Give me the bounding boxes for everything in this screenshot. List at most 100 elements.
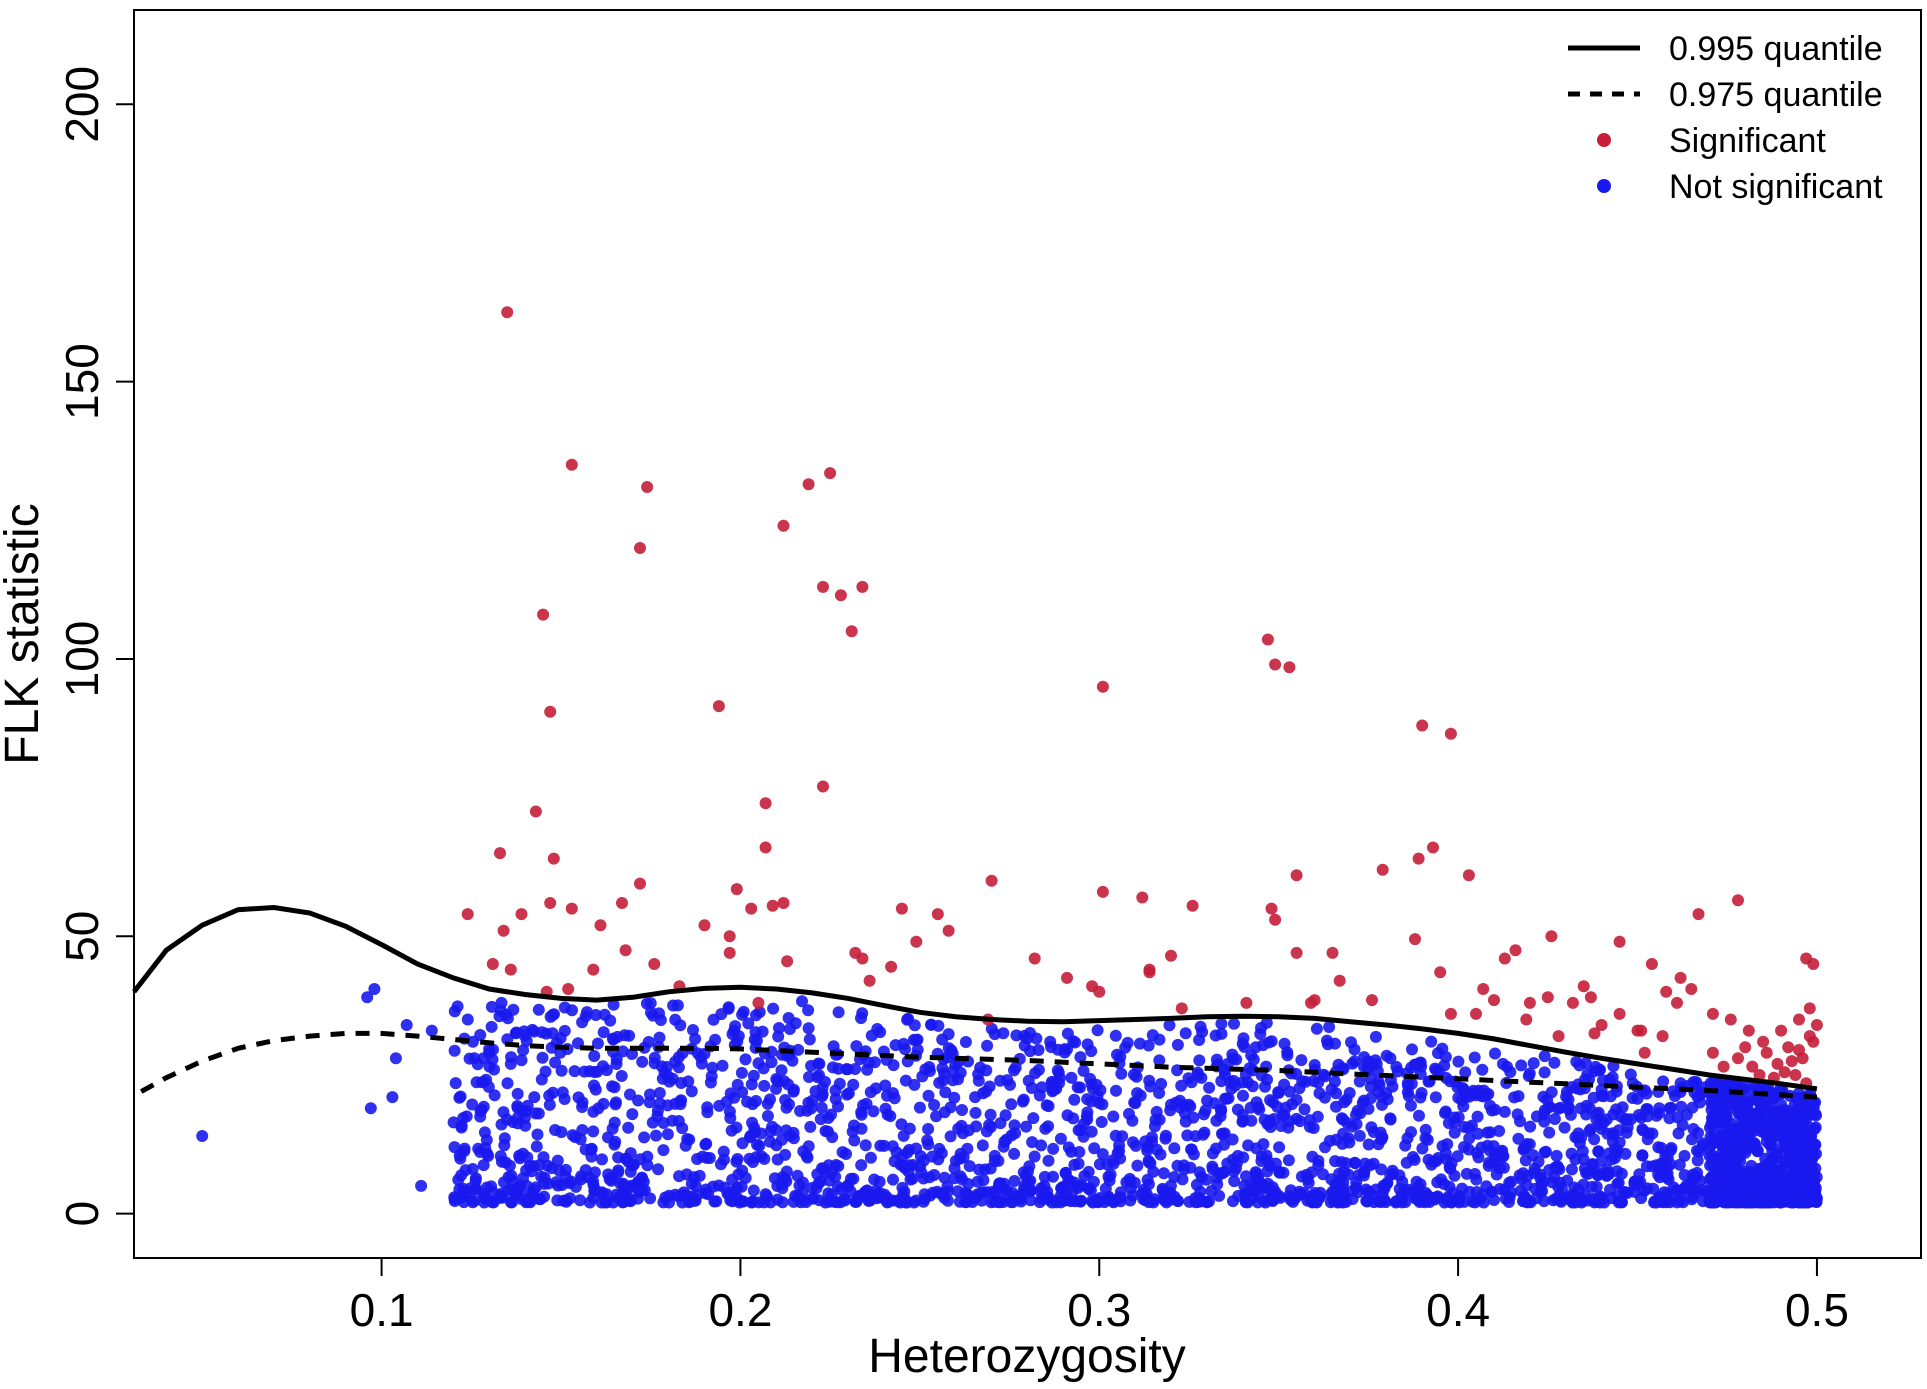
significant-point <box>537 608 550 621</box>
significant-point <box>863 974 876 987</box>
not-significant-point <box>1631 1092 1644 1105</box>
not-significant-point <box>1360 1195 1373 1207</box>
not-significant-point <box>797 1145 810 1158</box>
not-significant-point <box>874 1139 887 1152</box>
not-significant-point <box>969 1106 982 1119</box>
not-significant-point <box>981 1039 994 1052</box>
significant-point <box>1444 1007 1457 1020</box>
not-significant-point <box>672 1061 685 1074</box>
not-significant-point <box>1729 1182 1742 1195</box>
not-significant-point <box>1483 1144 1496 1157</box>
not-significant-point <box>1321 1034 1333 1047</box>
not-significant-point <box>787 1195 800 1208</box>
not-significant-point <box>1319 1070 1331 1083</box>
not-significant-point <box>1472 1127 1484 1140</box>
legend-point-swatch <box>1597 179 1611 193</box>
not-significant-point <box>1671 1196 1683 1209</box>
not-significant-point <box>1109 1029 1122 1042</box>
not-significant-point <box>1329 1178 1342 1191</box>
not-significant-point <box>607 1033 620 1046</box>
not-significant-point <box>1489 1047 1501 1060</box>
significant-point <box>1760 1046 1773 1059</box>
not-significant-point <box>588 1079 600 1092</box>
not-significant-point <box>1548 1056 1561 1069</box>
significant-point <box>1096 885 1109 898</box>
not-significant-point <box>544 1010 557 1023</box>
not-significant-point <box>1042 1100 1055 1113</box>
not-significant-point <box>868 1173 881 1186</box>
not-significant-point <box>1515 1173 1528 1186</box>
not-significant-point <box>1365 1121 1378 1134</box>
significant-point <box>759 797 772 810</box>
significant-point <box>1523 996 1536 1009</box>
significant-point <box>802 478 815 491</box>
not-significant-point <box>935 1147 948 1160</box>
significant-point <box>931 908 944 921</box>
not-significant-point <box>908 1196 920 1209</box>
significant-point <box>461 908 474 921</box>
significant-point <box>1584 991 1597 1004</box>
not-significant-point <box>758 1152 771 1165</box>
not-significant-point <box>1296 1075 1309 1088</box>
not-significant-point <box>840 1148 852 1160</box>
significant-point <box>834 589 847 602</box>
not-significant-point <box>971 1175 984 1188</box>
not-significant-point <box>587 1175 599 1187</box>
not-significant-point <box>636 1055 649 1068</box>
not-significant-point <box>1373 1079 1386 1092</box>
not-significant-point <box>1000 1133 1013 1146</box>
not-significant-point <box>1323 1021 1336 1033</box>
not-significant-point <box>535 1026 548 1039</box>
significant-point <box>1803 1002 1816 1015</box>
significant-point <box>752 996 765 1009</box>
not-significant-point <box>597 1026 610 1039</box>
not-significant-point <box>1262 1036 1275 1049</box>
not-significant-point <box>1110 1084 1122 1097</box>
not-significant-point <box>1784 1149 1797 1162</box>
significant-point <box>1470 1007 1482 1020</box>
not-significant-point <box>742 1017 755 1030</box>
not-significant-point <box>1416 1142 1429 1155</box>
not-significant-point <box>400 1019 413 1031</box>
not-significant-point <box>1595 1122 1608 1135</box>
significant-points <box>461 306 1823 1090</box>
not-significant-point <box>1558 1121 1571 1134</box>
not-significant-point <box>913 1101 926 1114</box>
significant-point <box>1444 727 1457 740</box>
not-significant-point <box>895 1118 908 1131</box>
not-significant-point <box>1408 1186 1421 1199</box>
not-significant-point <box>1779 1140 1792 1153</box>
not-significant-point <box>707 1013 720 1026</box>
not-significant-point <box>864 1151 877 1164</box>
not-significant-point <box>1707 1132 1719 1145</box>
significant-point <box>641 481 654 493</box>
not-significant-point <box>1678 1149 1691 1162</box>
not-significant-point <box>1519 1154 1532 1167</box>
not-significant-point <box>976 1139 989 1152</box>
not-significant-point <box>1308 1059 1321 1071</box>
not-significant-point <box>1143 1156 1156 1169</box>
not-significant-point <box>1359 1157 1371 1170</box>
not-significant-point <box>1426 1192 1439 1204</box>
not-significant-point <box>640 997 653 1010</box>
significant-point <box>1143 966 1156 979</box>
significant-point <box>1771 1057 1784 1070</box>
not-significant-point <box>726 1173 739 1186</box>
not-significant-point <box>1739 1146 1752 1159</box>
not-significant-point <box>1153 1087 1166 1099</box>
significant-point <box>1520 1013 1533 1026</box>
not-significant-point <box>1591 1168 1604 1181</box>
not-significant-point <box>1400 1156 1413 1169</box>
not-significant-point <box>980 1125 993 1138</box>
not-significant-point <box>787 1083 800 1096</box>
not-significant-point <box>1146 1131 1158 1144</box>
not-significant-point <box>1453 1190 1466 1203</box>
not-significant-point <box>1663 1102 1676 1115</box>
not-significant-point <box>948 1162 961 1175</box>
not-significant-point <box>661 1128 674 1141</box>
legend-label: 0.995 quantile <box>1669 30 1883 68</box>
x-tick-label: 0.1 <box>350 1284 414 1336</box>
not-significant-point <box>1586 1180 1598 1193</box>
not-significant-point <box>887 1059 900 1072</box>
not-significant-point <box>832 1100 844 1113</box>
